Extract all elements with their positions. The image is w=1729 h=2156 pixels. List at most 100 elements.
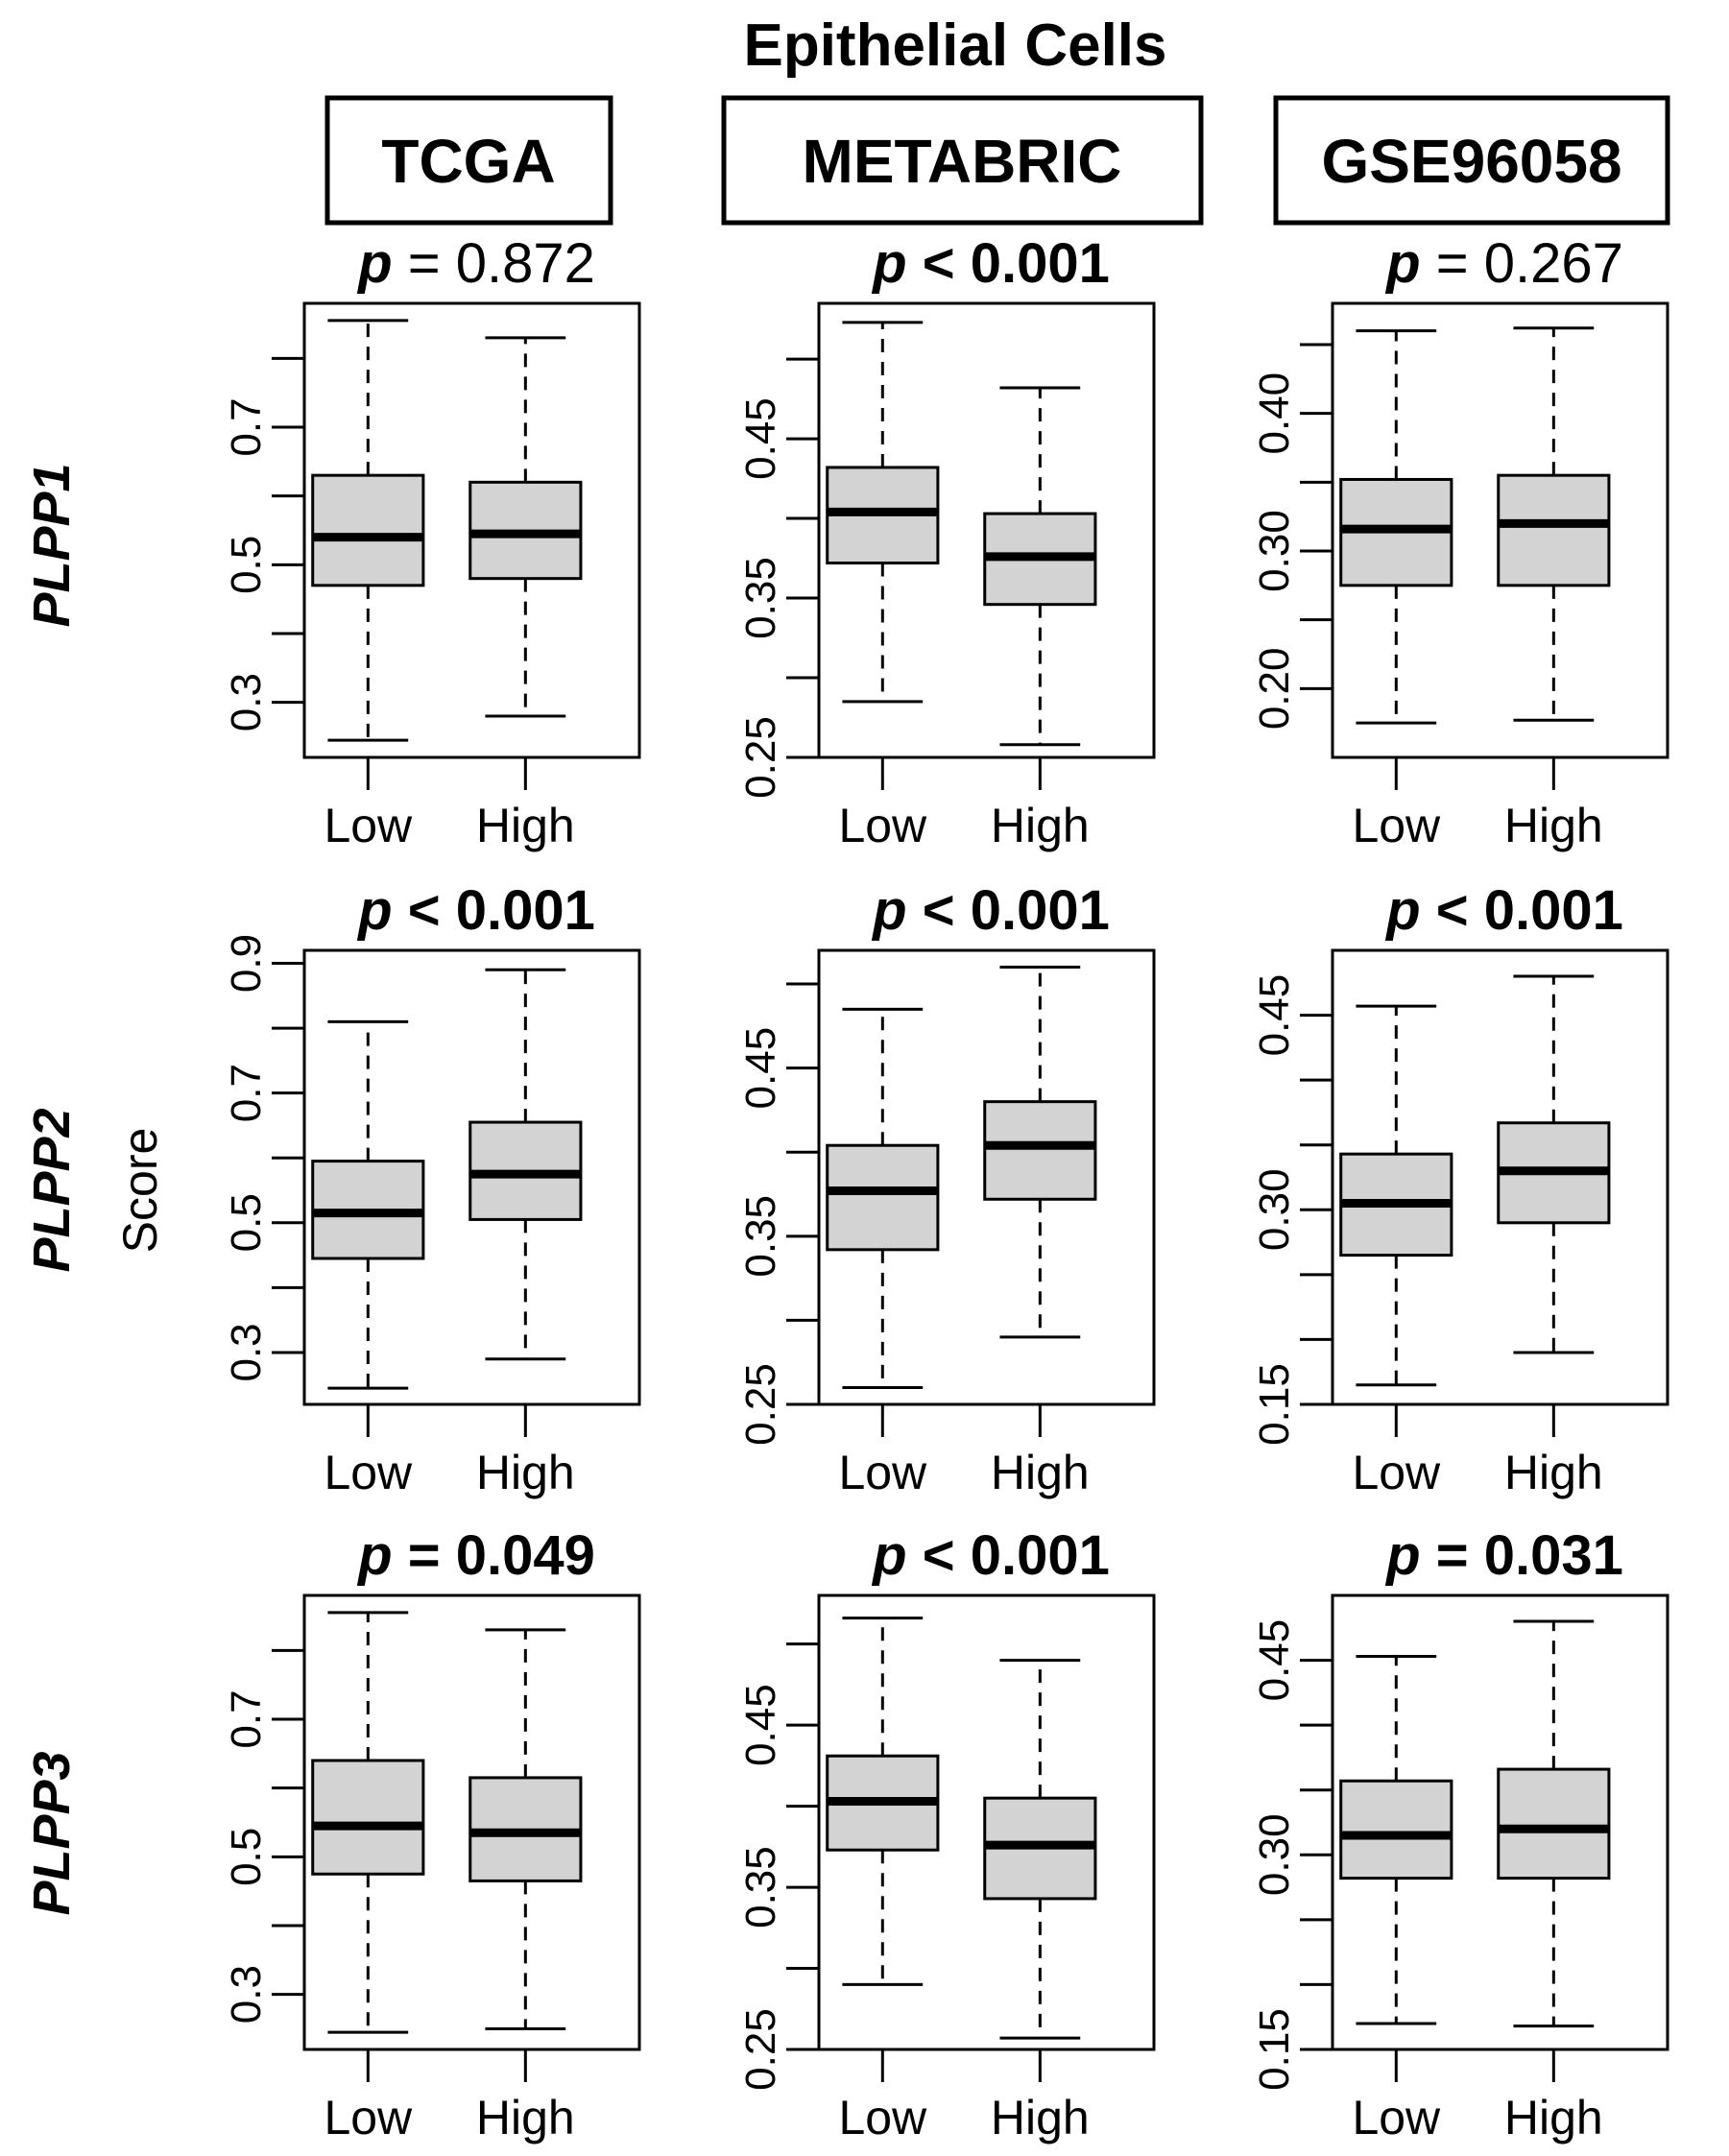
x-category-label: Low (1352, 2091, 1441, 2144)
p-value-symbol: p (871, 879, 906, 942)
p-value-number: < 0.001 (393, 879, 595, 942)
plot-frame (1331, 1593, 1669, 2051)
box-low (826, 321, 940, 704)
y-tick-label: 0.25 (737, 2008, 784, 2091)
x-category-label: High (1504, 2091, 1603, 2144)
p-value-number: < 0.001 (907, 879, 1110, 942)
p-value-number: < 0.001 (907, 1524, 1110, 1587)
box-high (468, 1628, 583, 2030)
y-tick-label: 0.45 (737, 397, 784, 480)
p-value-symbol: p (1384, 879, 1420, 942)
panel-plpp3-tcga: p = 0.049 0.3 0.5 0.7 Low High (223, 1524, 641, 2144)
p-value-symbol: p (1384, 232, 1420, 295)
p-value-number: < 0.001 (907, 232, 1110, 295)
x-category-label: Low (324, 1446, 413, 1499)
p-value-label: p = 0.049 (356, 1524, 595, 1587)
x-category-label: Low (838, 799, 927, 852)
y-tick-label: 0.45 (737, 1027, 784, 1110)
x-category-label: Low (838, 1446, 927, 1499)
plot-frame (302, 301, 641, 759)
y-tick-label: 0.7 (223, 1064, 270, 1122)
box-low (311, 1019, 425, 1390)
y-tick-label: 0.3 (223, 1323, 270, 1381)
plot-frame (302, 948, 641, 1406)
y-tick-label: 0.9 (223, 934, 270, 993)
panel-plpp2-gse96058: p < 0.001 0.15 0.30 0.45 Low High (1251, 879, 1669, 1499)
box-high (1497, 1619, 1611, 2028)
y-tick-label: 0.5 (223, 1193, 270, 1252)
x-category-label: Low (838, 2091, 927, 2144)
panel-plpp1-gse96058: p = 0.267 0.20 0.30 0.40 Low High (1251, 232, 1669, 852)
x-category-label: Low (1352, 1446, 1441, 1499)
y-tick-label: 0.3 (223, 673, 270, 731)
box-high (468, 968, 583, 1361)
y-tick-label: 0.7 (223, 1689, 270, 1748)
x-category-label: High (1504, 799, 1603, 852)
dataset-header-box (324, 95, 613, 226)
gene-label-plpp3: PLPP3 (23, 1751, 81, 1915)
p-value-number: = 0.031 (1421, 1524, 1623, 1587)
box-high (983, 966, 1097, 1339)
y-tick-label: 0.5 (223, 536, 270, 594)
plot-frame (817, 1593, 1156, 2051)
x-category-label: High (991, 2091, 1090, 2144)
iqr-box (1339, 1779, 1453, 1881)
y-tick-label: 0.45 (1251, 974, 1298, 1057)
p-value-number: = 0.267 (1421, 232, 1623, 295)
box-low (1339, 329, 1453, 725)
gene-label-plpp1: PLPP1 (23, 463, 81, 627)
plot-frame (817, 301, 1156, 759)
dataset-header-gse96058: GSE96058 (1273, 95, 1670, 226)
y-axis-label: Score (113, 1128, 167, 1254)
p-value-number: = 0.872 (393, 232, 595, 295)
dataset-header-metabric: METABRIC (721, 95, 1204, 226)
box-low (311, 319, 425, 742)
panel-plpp1-tcga: p = 0.872 0.3 0.5 0.7 Low High (223, 232, 641, 852)
box-high (1497, 326, 1611, 722)
panel-plpp2-metabric: p < 0.001 0.25 0.35 0.45 Low High (737, 879, 1156, 1499)
y-tick-label: 0.15 (1251, 1363, 1298, 1446)
y-tick-label: 0.35 (737, 557, 784, 639)
dataset-header-box (721, 95, 1204, 226)
panel-plpp1-metabric: p < 0.001 0.25 0.35 0.45 Low High (737, 232, 1156, 852)
y-tick-label: 0.30 (1251, 1168, 1298, 1251)
p-value-label: p < 0.001 (1384, 879, 1623, 942)
p-value-label: p = 0.872 (356, 232, 595, 295)
y-tick-label: 0.25 (737, 1363, 784, 1446)
p-value-number: = 0.049 (393, 1524, 595, 1587)
panel-plpp3-metabric: p < 0.001 0.25 0.35 0.45 Low High (737, 1524, 1156, 2144)
y-tick-label: 0.45 (1251, 1619, 1298, 1702)
p-value-symbol: p (871, 232, 906, 295)
p-value-label: p < 0.001 (871, 1524, 1110, 1587)
x-category-label: High (991, 1446, 1090, 1499)
plot-frame (1331, 948, 1669, 1406)
y-tick-label: 0.5 (223, 1828, 270, 1886)
y-tick-label: 0.25 (737, 716, 784, 799)
iqr-box (983, 1100, 1097, 1201)
p-value-label: p = 0.267 (1384, 232, 1623, 295)
box-high (983, 386, 1097, 747)
y-tick-label: 0.40 (1251, 372, 1298, 455)
p-value-symbol: p (1384, 1524, 1420, 1587)
x-category-label: High (476, 799, 575, 852)
plot-frame (817, 948, 1156, 1406)
iqr-box (1497, 1767, 1611, 1881)
p-value-symbol: p (356, 232, 392, 295)
gene-label-plpp2: PLPP2 (23, 1108, 81, 1272)
x-category-label: Low (324, 2091, 413, 2144)
panel-plpp3-gse96058: p = 0.031 0.15 0.30 0.45 Low High (1251, 1524, 1669, 2144)
iqr-box (826, 1143, 940, 1252)
panel-plpp2-tcga: p < 0.001 0.3 0.5 0.7 0.9 Low High (223, 879, 641, 1499)
y-tick-label: 0.30 (1251, 1813, 1298, 1896)
x-category-label: High (991, 799, 1090, 852)
dataset-header-label: METABRIC (803, 127, 1122, 196)
box-high (983, 1659, 1097, 2040)
y-tick-label: 0.35 (737, 1195, 784, 1278)
p-value-symbol: p (356, 1524, 392, 1587)
p-value-label: p < 0.001 (871, 879, 1110, 942)
y-tick-label: 0.30 (1251, 510, 1298, 592)
x-category-label: Low (324, 799, 413, 852)
box-low (826, 1617, 940, 1986)
y-tick-label: 0.3 (223, 1965, 270, 2024)
